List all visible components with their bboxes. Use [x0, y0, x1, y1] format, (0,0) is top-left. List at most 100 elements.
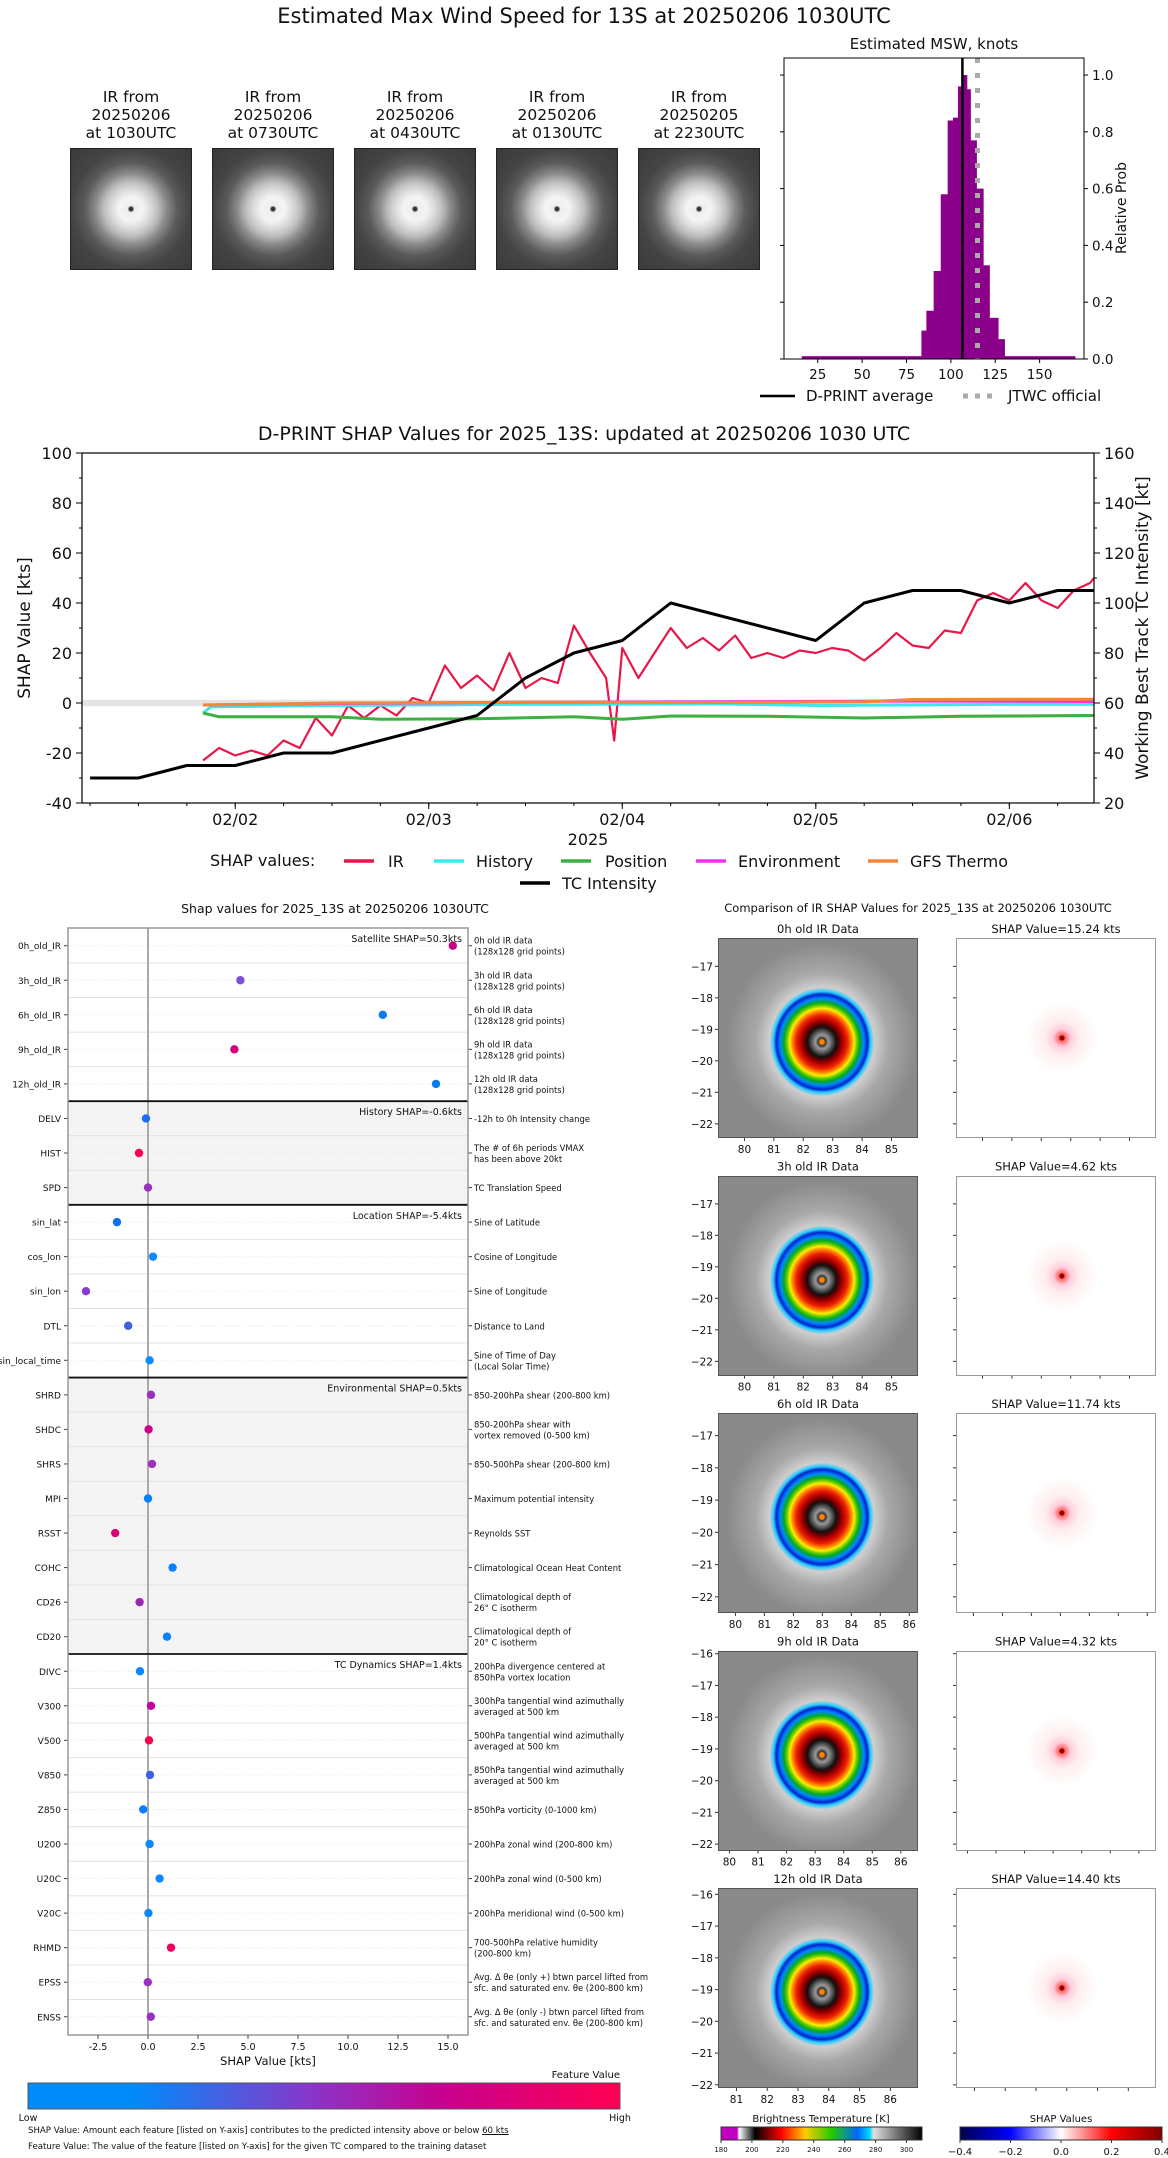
lat-tick-label: −22 [691, 2080, 713, 2092]
bt-tick-label: 260 [838, 2146, 851, 2154]
feature-name: V300 [38, 1702, 62, 1712]
lat-tick-label: −19 [691, 1985, 713, 1997]
legend-label: IR [388, 852, 404, 871]
y2-tick-label: 60 [1104, 694, 1124, 713]
feature-shap-dot [166, 1943, 176, 1952]
section-shap-label: Satellite SHAP=50.3kts [351, 934, 462, 945]
timeseries-y2-label: Working Best Track TC Intensity [kt] [1133, 476, 1153, 780]
ir-image-3 [718, 1650, 918, 1851]
lat-tick-label: −21 [691, 1807, 713, 1819]
bt-colorbar-label: Brightness Temperature [K] [752, 2114, 889, 2125]
x-tick-label: 50 [854, 367, 871, 383]
ir-thumbnail-image [496, 148, 618, 270]
lon-tick-label: 82 [797, 1144, 810, 1156]
feature-name: 9h_old_IR [18, 1046, 61, 1056]
bt-tick-label: 200 [745, 2146, 758, 2154]
feature-name: DTL [44, 1322, 61, 1332]
timeseries-y-label: SHAP Value [kts] [15, 557, 35, 699]
series-line-ir [202, 577, 1095, 762]
lat-tick-label: −16 [691, 1889, 713, 1901]
feature-description: 12h old IR data [474, 1074, 538, 1084]
feature-shap-chart: Shap values for 2025_13S at 20250206 103… [0, 901, 648, 2124]
bt-tick-label: 220 [776, 2146, 789, 2154]
lon-tick-label: 82 [797, 1382, 810, 1394]
histogram-bar [933, 270, 942, 359]
histogram-bar [962, 75, 968, 360]
lat-tick-label: −17 [691, 1680, 713, 1692]
lat-tick-label: −20 [691, 1056, 713, 1068]
y-tick-label: 0.2 [1092, 295, 1113, 311]
feature-description: 850hPa vortex location [474, 1672, 570, 1682]
feature-shap-dot [112, 1217, 122, 1227]
shap-panel-title: SHAP Value=15.24 kts [991, 922, 1120, 936]
histogram-bar [983, 265, 990, 359]
lat-tick-label: −22 [691, 1356, 713, 1368]
thumbnail-label-line: 20250206 [517, 106, 597, 124]
lat-tick-label: −22 [691, 1839, 713, 1851]
lon-tick-label: 83 [791, 2094, 804, 2106]
lat-tick-label: −19 [691, 1262, 713, 1274]
lon-tick-label: 81 [730, 2094, 743, 2106]
feature-shap-dot [230, 1045, 239, 1054]
feature-description: 850hPa tangential wind azimuthally [474, 1765, 624, 1775]
y2-tick-label: 140 [1104, 494, 1135, 513]
lat-tick-label: −21 [691, 1325, 713, 1337]
feature-description: 200hPa divergence centered at [474, 1661, 606, 1671]
legend-label: Environment [738, 852, 840, 871]
histogram-bar [926, 310, 934, 359]
y-tick-label: 0.0 [1092, 352, 1113, 368]
shap-image-1 [956, 1175, 1156, 1376]
lon-tick-label: 85 [874, 1619, 887, 1631]
feature-shap-dot [143, 1183, 153, 1192]
series-line-gfs-thermo [202, 697, 1094, 707]
feature-description: 200hPa zonal wind (0-500 km) [474, 1874, 602, 1884]
feature-description: Distance to Land [474, 1321, 545, 1331]
feature-name: RHMD [33, 1944, 61, 1954]
lat-tick-label: −18 [691, 993, 713, 1005]
feature-shap-dot [431, 1079, 441, 1089]
feature-shap-dot [139, 1805, 148, 1814]
feature-description: 850-200hPa shear (200-800 km) [474, 1390, 610, 1400]
feature-shap-dot [147, 1459, 157, 1469]
ir-panel-title: 3h old IR Data [777, 1160, 859, 1174]
section-shap-label: Location SHAP=-5.4kts [353, 1211, 462, 1222]
x-tick-label: 02/02 [212, 810, 258, 829]
lat-tick-label: −21 [691, 1560, 713, 1572]
feature-description: (128x128 grid points) [474, 981, 565, 991]
thumbnail-label: IR from 20250206 at 0130UTC [486, 88, 628, 142]
bt-tick-label: 280 [869, 2146, 882, 2154]
footer-shap-definition: SHAP Value: Amount each feature [listed … [28, 2126, 509, 2136]
ir-panel-title: 9h old IR Data [777, 1635, 859, 1649]
feature-description: 200hPa meridional wind (0-500 km) [474, 1909, 624, 1919]
feature-description: TC Translation Speed [473, 1183, 562, 1193]
feature-shap-dot [144, 1908, 153, 1918]
feature-name: V20C [37, 1910, 61, 1920]
ir-image-4 [718, 1888, 918, 2088]
feature-chart-x-label: SHAP Value [kts] [220, 2054, 316, 2068]
ir-thumbnail-image [638, 148, 760, 270]
ir-image-1 [718, 1175, 918, 1376]
colorbar-title: Feature Value [552, 2070, 620, 2081]
shap-values-colorbar [959, 2126, 1163, 2141]
msw-histogram: Estimated MSW, knots 25 50 75 100 125 150 0.0 0.… [760, 35, 1130, 405]
histogram-bar [940, 194, 948, 359]
feature-name: EPSS [38, 1979, 61, 1989]
thumbnail-label: IR from 20250205 at 2230UTC [628, 88, 770, 142]
histogram-bar [947, 120, 954, 359]
feature-name: 0h_old_IR [18, 942, 61, 952]
shap-cb-tick-label: −0.4 [948, 2147, 972, 2158]
lon-tick-label: 82 [787, 1619, 800, 1631]
ir-comparison-title: Comparison of IR SHAP Values for 2025_13… [724, 901, 1111, 915]
ir-image-0 [718, 938, 918, 1138]
feature-description: Avg. Δ θe (only -) btwn parcel lifted fr… [474, 2007, 644, 2017]
thumbnail-label-line: 20250206 [233, 106, 313, 124]
ir-panel-title: 0h old IR Data [777, 922, 859, 936]
x-tick-label: 10.0 [337, 2042, 358, 2053]
feature-description: (128x128 grid points) [474, 1016, 565, 1026]
feature-chart-title: Shap values for 2025_13S at 20250206 103… [181, 901, 489, 916]
feature-name: 12h_old_IR [12, 1080, 61, 1090]
legend-jtwc-label: JTWC official [1007, 387, 1101, 405]
feature-description: 26° C isotherm [474, 1603, 537, 1613]
feature-description: sfc. and saturated env. θe (200-800 km) [474, 1983, 643, 1993]
feature-shap-dot [145, 1839, 154, 1849]
